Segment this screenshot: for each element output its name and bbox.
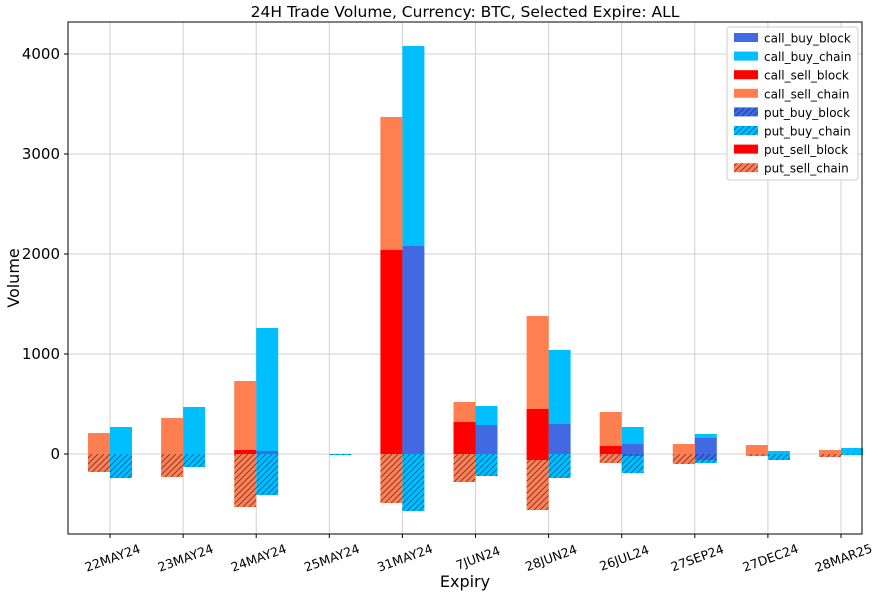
bars — [88, 46, 863, 511]
x-axis-label: Expiry — [440, 572, 490, 591]
legend-swatch-put_buy_chain — [734, 126, 758, 135]
bar-put_buy_chain-23MAY24 — [183, 454, 206, 467]
bar-call_sell_chain-27DEC24 — [745, 445, 768, 454]
x-axis: 22MAY24 23MAY24 24MAY24 25MAY24 31MAY24 7JUN2… — [83, 534, 874, 575]
bar-call_sell_chain-24MAY24 — [234, 381, 257, 450]
bar-call_sell_block-28JUN24 — [526, 409, 549, 454]
bar-put_buy_chain-31MAY24 — [402, 454, 425, 511]
bar-call_buy_chain-28JUN24 — [548, 350, 571, 424]
x-tick-label: 27DEC24 — [741, 541, 801, 575]
bar-put_buy_chain-27DEC24 — [767, 454, 790, 460]
legend-swatch-call_buy_block — [734, 33, 758, 42]
bar-put_buy_chain-28JUN24 — [548, 454, 571, 478]
legend-swatch-call_buy_chain — [734, 51, 758, 61]
bar-put_buy_block-26JUL24 — [621, 454, 644, 456]
bar-call_buy_block-28JUN24 — [548, 424, 571, 454]
bar-put_sell_chain-26JUL24 — [599, 454, 622, 463]
bar-put_buy_chain-7JUN24 — [475, 454, 498, 476]
bar-put_sell_chain-22MAY24 — [88, 454, 110, 472]
bar-call_sell_block-31MAY24 — [380, 250, 403, 454]
bar-put_sell_chain-28MAR25 — [819, 454, 841, 457]
x-tick-label: 24MAY24 — [229, 541, 289, 575]
y-tick-label: 1000 — [22, 345, 60, 363]
bar-call_sell_block-24MAY24 — [234, 450, 257, 454]
bar-call_buy_chain-27SEP24 — [694, 434, 717, 438]
bar-call_sell_chain-27SEP24 — [672, 444, 695, 454]
legend-label-put_sell_chain: put_sell_chain — [764, 162, 849, 176]
bar-call_buy_block-7JUN24 — [475, 425, 498, 454]
bar-call_sell_chain-31MAY24 — [380, 117, 403, 250]
x-tick-label: 26JUL24 — [597, 542, 651, 574]
x-tick-label: 28MAR25 — [813, 540, 874, 575]
bar-call_sell_chain-23MAY24 — [161, 418, 184, 454]
bar-put_sell_chain-28JUN24 — [526, 460, 549, 510]
bar-put_sell_chain-27SEP24 — [672, 454, 695, 464]
legend-label-call_sell_block: call_sell_block — [764, 69, 849, 83]
bar-call_sell_chain-26JUL24 — [599, 412, 622, 446]
x-tick-label: 23MAY24 — [156, 541, 216, 575]
bar-call_buy_chain-23MAY24 — [183, 407, 206, 454]
bar-call_buy_block-31MAY24 — [402, 246, 425, 454]
bar-call_buy_block-26JUL24 — [621, 444, 644, 454]
bar-call_buy_chain-28MAR25 — [841, 448, 863, 454]
bar-call_buy_chain-22MAY24 — [110, 427, 132, 454]
y-tick-label: 0 — [50, 445, 60, 463]
y-axis: 0 1000 2000 3000 4000 — [22, 45, 68, 463]
legend-label-put_sell_block: put_sell_block — [764, 143, 848, 157]
bar-call_buy_chain-27DEC24 — [767, 451, 790, 454]
bar-call_buy_chain-31MAY24 — [402, 46, 425, 246]
legend: call_buy_block call_buy_chain call_sell_bl… — [726, 26, 859, 181]
x-tick-label: 31MAY24 — [375, 541, 435, 575]
bar-call_sell_block-26JUL24 — [599, 446, 622, 454]
y-tick-label: 4000 — [22, 45, 60, 63]
legend-label-put_buy_chain: put_buy_chain — [764, 125, 851, 139]
y-tick-label: 3000 — [22, 145, 60, 163]
bar-put_sell_chain-24MAY24 — [234, 454, 257, 507]
bar-put_buy_chain-28MAR25 — [841, 454, 863, 455]
legend-swatch-call_sell_chain — [734, 88, 758, 98]
bar-put_sell_chain-7JUN24 — [453, 454, 476, 482]
x-tick-label: 28JUN24 — [523, 541, 579, 574]
x-tick-label: 25MAY24 — [302, 541, 362, 575]
bar-put_sell_chain-31MAY24 — [380, 454, 403, 503]
bar-call_sell_block-7JUN24 — [453, 422, 476, 454]
bar-call_buy_chain-26JUL24 — [621, 427, 644, 444]
legend-label-call_buy_chain: call_buy_chain — [764, 50, 851, 64]
y-tick-label: 2000 — [22, 245, 60, 263]
legend-swatch-call_sell_block — [734, 70, 758, 80]
bar-put_sell_chain-23MAY24 — [161, 454, 184, 477]
bar-call_sell_chain-28JUN24 — [526, 316, 549, 409]
bar-call_buy_chain-7JUN24 — [475, 406, 498, 425]
bar-put_buy_block-27SEP24 — [694, 454, 717, 460]
bar-call_sell_chain-7JUN24 — [453, 402, 476, 422]
x-tick-label: 22MAY24 — [83, 541, 143, 575]
x-tick-label: 27SEP24 — [669, 541, 726, 574]
bar-call_buy_block-24MAY24 — [256, 451, 279, 454]
bar-call_buy_block-27SEP24 — [694, 438, 717, 454]
x-tick-label: 7JUN24 — [454, 543, 502, 573]
legend-swatch-put_sell_block — [734, 144, 758, 154]
bar-put_buy_chain-27SEP24 — [694, 460, 717, 463]
bar-put_buy_chain-26JUL24 — [621, 456, 644, 473]
bar-call_buy_chain-24MAY24 — [256, 328, 279, 451]
legend-label-call_buy_block: call_buy_block — [764, 32, 851, 46]
legend-label-put_buy_block: put_buy_block — [764, 106, 850, 120]
bar-put_buy_chain-25MAY24 — [329, 454, 352, 455]
bar-put_sell_block-28JUN24 — [526, 454, 549, 460]
chart-title: 24H Trade Volume, Currency: BTC, Selecte… — [251, 3, 680, 21]
legend-box — [726, 26, 859, 181]
bar-put_buy_chain-22MAY24 — [110, 454, 132, 478]
bar-put_sell_chain-27DEC24 — [745, 454, 768, 456]
plot-frame — [67, 21, 863, 535]
bar-call_sell_chain-22MAY24 — [88, 433, 110, 454]
bar-call_sell_chain-28MAR25 — [819, 450, 841, 454]
legend-swatch-put_sell_chain — [734, 163, 758, 173]
legend-swatch-put_buy_block — [734, 107, 758, 117]
y-axis-label: Volume — [4, 248, 23, 308]
bar-put_buy_chain-24MAY24 — [256, 454, 279, 495]
legend-label-call_sell_chain: call_sell_chain — [764, 87, 849, 101]
